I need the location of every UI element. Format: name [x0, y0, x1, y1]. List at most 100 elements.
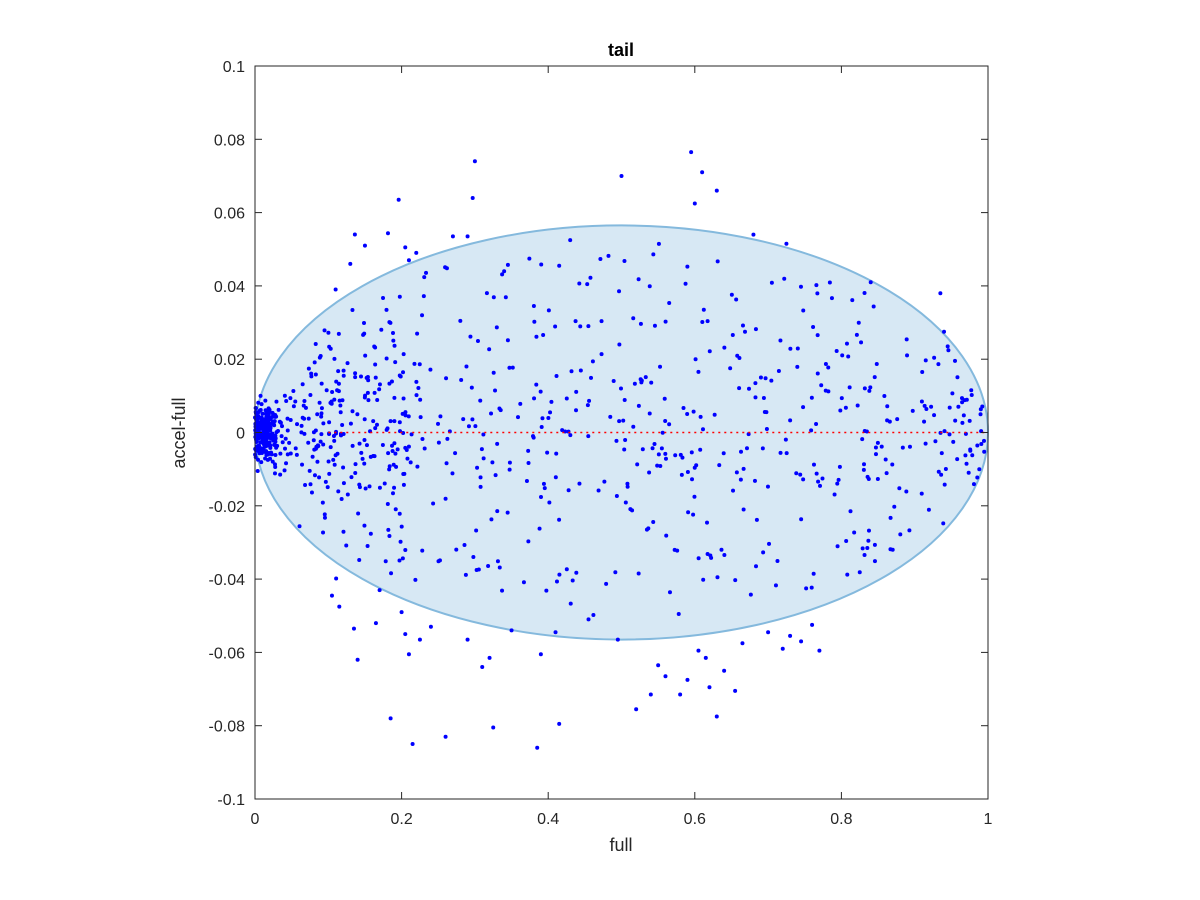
- data-point: [578, 368, 583, 373]
- data-point: [568, 601, 573, 606]
- y-tick-label: 0.06: [214, 206, 245, 223]
- data-point: [553, 630, 558, 635]
- data-point: [340, 422, 345, 427]
- data-point: [363, 486, 368, 491]
- data-point: [663, 419, 668, 424]
- y-tick-label: 0.08: [214, 132, 245, 149]
- data-point: [734, 470, 739, 475]
- data-point: [344, 543, 349, 548]
- data-point: [568, 433, 573, 438]
- data-point: [754, 517, 759, 522]
- data-point: [574, 408, 579, 413]
- data-point: [920, 369, 925, 374]
- data-point: [386, 527, 391, 532]
- data-point: [722, 668, 727, 673]
- data-point: [532, 396, 537, 401]
- data-point: [861, 467, 866, 472]
- data-point: [689, 450, 694, 455]
- data-point: [844, 341, 849, 346]
- data-point: [315, 443, 320, 448]
- data-point: [390, 443, 395, 448]
- data-point: [350, 307, 355, 312]
- data-point: [401, 472, 406, 477]
- data-point: [362, 321, 366, 326]
- data-point: [638, 377, 643, 382]
- data-point: [313, 341, 318, 346]
- data-point: [351, 626, 356, 631]
- data-point: [503, 295, 508, 300]
- data-point: [690, 477, 695, 482]
- data-point: [586, 434, 591, 439]
- data-point: [384, 427, 389, 432]
- data-point: [285, 452, 290, 457]
- data-point: [569, 369, 574, 374]
- data-point: [837, 464, 842, 469]
- data-point: [389, 571, 394, 576]
- data-point: [707, 349, 712, 354]
- data-point: [475, 338, 480, 343]
- data-point: [647, 470, 652, 475]
- data-point: [368, 531, 373, 536]
- data-point: [862, 386, 867, 391]
- data-point: [905, 353, 910, 358]
- data-point: [795, 364, 800, 369]
- data-point: [691, 512, 696, 517]
- data-point: [390, 330, 395, 335]
- data-point: [632, 381, 637, 386]
- data-point: [255, 420, 260, 425]
- data-point: [769, 378, 774, 383]
- data-point: [942, 429, 947, 434]
- data-point: [337, 398, 342, 403]
- data-point: [416, 386, 421, 391]
- data-point: [885, 404, 890, 409]
- data-point: [341, 373, 346, 378]
- data-point: [617, 419, 622, 424]
- data-point: [844, 538, 849, 543]
- data-point: [413, 577, 418, 582]
- data-point: [854, 332, 859, 337]
- data-point: [431, 501, 436, 506]
- data-point: [410, 742, 415, 747]
- data-point: [656, 663, 661, 668]
- data-point: [317, 400, 322, 405]
- data-point: [531, 434, 536, 439]
- data-point: [882, 393, 887, 398]
- data-point: [554, 451, 559, 456]
- data-point: [493, 388, 498, 393]
- data-point: [708, 553, 713, 558]
- data-point: [415, 331, 420, 336]
- data-point: [919, 399, 924, 404]
- data-point: [585, 282, 590, 287]
- y-tick-label: -0.08: [209, 719, 246, 736]
- data-point: [356, 511, 361, 516]
- data-point: [855, 403, 860, 408]
- data-point: [714, 714, 719, 719]
- data-point: [302, 431, 307, 436]
- y-tick-label: 0.04: [214, 279, 245, 296]
- data-point: [712, 412, 717, 417]
- data-point: [269, 436, 274, 441]
- data-point: [923, 358, 928, 363]
- data-point: [608, 414, 613, 419]
- data-point: [264, 430, 269, 435]
- data-point: [658, 463, 663, 468]
- data-point: [872, 375, 877, 380]
- data-point: [497, 565, 502, 570]
- data-point: [468, 334, 473, 339]
- data-point: [465, 637, 470, 642]
- data-point: [300, 415, 305, 420]
- data-point: [481, 456, 486, 461]
- data-point: [752, 478, 757, 483]
- data-point: [922, 403, 927, 408]
- data-point: [667, 422, 672, 427]
- y-tick-label: 0.02: [214, 352, 245, 369]
- data-point: [741, 507, 746, 512]
- data-point: [390, 449, 395, 454]
- data-point: [698, 447, 703, 452]
- data-point: [495, 441, 500, 446]
- data-point: [846, 354, 851, 359]
- data-point: [534, 382, 539, 387]
- data-point: [399, 610, 404, 615]
- data-point: [445, 436, 450, 441]
- data-point: [734, 297, 739, 302]
